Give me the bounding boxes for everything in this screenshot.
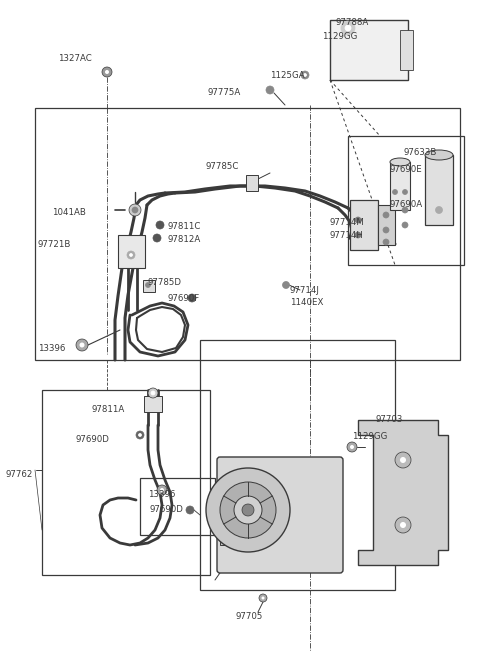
- Circle shape: [400, 522, 406, 528]
- Circle shape: [76, 339, 88, 351]
- Text: 97690A: 97690A: [390, 200, 423, 209]
- Circle shape: [383, 212, 389, 218]
- Circle shape: [105, 70, 109, 74]
- Bar: [348, 136, 464, 265]
- Circle shape: [102, 67, 112, 77]
- Circle shape: [402, 207, 408, 213]
- Text: 97690F: 97690F: [168, 294, 200, 303]
- Circle shape: [151, 391, 155, 395]
- Circle shape: [395, 517, 411, 533]
- Circle shape: [80, 342, 84, 348]
- Circle shape: [127, 251, 135, 259]
- Circle shape: [220, 482, 276, 538]
- Circle shape: [242, 504, 254, 516]
- Circle shape: [347, 442, 357, 452]
- Bar: [220, 485, 240, 515]
- Bar: [390, 162, 410, 210]
- Text: 97714H: 97714H: [330, 231, 364, 240]
- Bar: [118, 235, 145, 268]
- Circle shape: [435, 206, 443, 214]
- Circle shape: [156, 221, 164, 229]
- Circle shape: [355, 232, 361, 238]
- Bar: [143, 280, 155, 292]
- Text: 13396: 13396: [38, 344, 65, 353]
- Text: 97762: 97762: [5, 470, 32, 479]
- Ellipse shape: [390, 158, 410, 166]
- Circle shape: [153, 234, 161, 242]
- Text: 97788A: 97788A: [335, 18, 368, 27]
- Circle shape: [400, 457, 406, 463]
- FancyBboxPatch shape: [217, 457, 343, 573]
- Text: 1041AB: 1041AB: [52, 208, 86, 217]
- Circle shape: [266, 86, 274, 94]
- Circle shape: [383, 239, 389, 245]
- Circle shape: [283, 281, 289, 288]
- Text: 97703: 97703: [376, 415, 403, 424]
- Circle shape: [341, 21, 355, 35]
- Text: 97690E: 97690E: [390, 165, 423, 174]
- Circle shape: [303, 74, 307, 77]
- Text: 1125GA: 1125GA: [270, 71, 305, 80]
- Bar: [42, 390, 210, 575]
- Bar: [378, 205, 395, 245]
- Circle shape: [129, 204, 141, 216]
- Text: 97633B: 97633B: [403, 148, 436, 157]
- Text: 97812A: 97812A: [168, 235, 201, 244]
- Bar: [200, 340, 395, 590]
- Text: 97785D: 97785D: [148, 278, 182, 287]
- Circle shape: [188, 294, 196, 302]
- Bar: [400, 30, 413, 70]
- Ellipse shape: [425, 150, 453, 160]
- Circle shape: [259, 594, 267, 602]
- Bar: [425, 155, 453, 225]
- Text: 13396: 13396: [148, 490, 175, 499]
- Circle shape: [393, 189, 397, 195]
- Circle shape: [403, 189, 408, 195]
- Circle shape: [206, 468, 290, 552]
- Circle shape: [355, 217, 361, 223]
- Circle shape: [145, 283, 151, 288]
- Text: 1129GG: 1129GG: [352, 432, 387, 441]
- Text: 97721B: 97721B: [38, 240, 72, 249]
- Text: 97714J: 97714J: [290, 286, 320, 295]
- Text: 97811C: 97811C: [168, 222, 202, 231]
- Bar: [246, 175, 258, 191]
- Circle shape: [301, 71, 309, 79]
- Circle shape: [136, 431, 144, 439]
- Text: 97690D: 97690D: [150, 505, 184, 514]
- Bar: [140, 478, 215, 535]
- Circle shape: [148, 388, 158, 398]
- Circle shape: [160, 488, 164, 492]
- Circle shape: [395, 452, 411, 468]
- Text: 1327AC: 1327AC: [58, 54, 92, 63]
- Bar: [350, 200, 378, 250]
- Circle shape: [157, 485, 167, 495]
- Text: 1129GG: 1129GG: [322, 32, 358, 41]
- Text: 97811A: 97811A: [92, 405, 125, 414]
- Circle shape: [262, 596, 264, 600]
- Polygon shape: [358, 420, 448, 565]
- Text: 97775A: 97775A: [208, 88, 241, 97]
- Circle shape: [345, 25, 351, 31]
- Circle shape: [402, 222, 408, 228]
- Text: 97705: 97705: [236, 612, 264, 621]
- Text: 1140EX: 1140EX: [290, 298, 324, 307]
- Circle shape: [139, 434, 142, 437]
- Bar: [35, 108, 460, 360]
- Circle shape: [186, 506, 194, 514]
- Circle shape: [383, 227, 389, 233]
- Circle shape: [350, 445, 354, 449]
- Text: 97785C: 97785C: [205, 162, 239, 171]
- Text: 97714M: 97714M: [330, 218, 365, 227]
- Text: 97690D: 97690D: [75, 435, 109, 444]
- Circle shape: [132, 207, 138, 213]
- Circle shape: [130, 253, 132, 256]
- Circle shape: [234, 496, 262, 524]
- Bar: [330, 20, 408, 80]
- Bar: [144, 396, 162, 412]
- Bar: [220, 520, 240, 545]
